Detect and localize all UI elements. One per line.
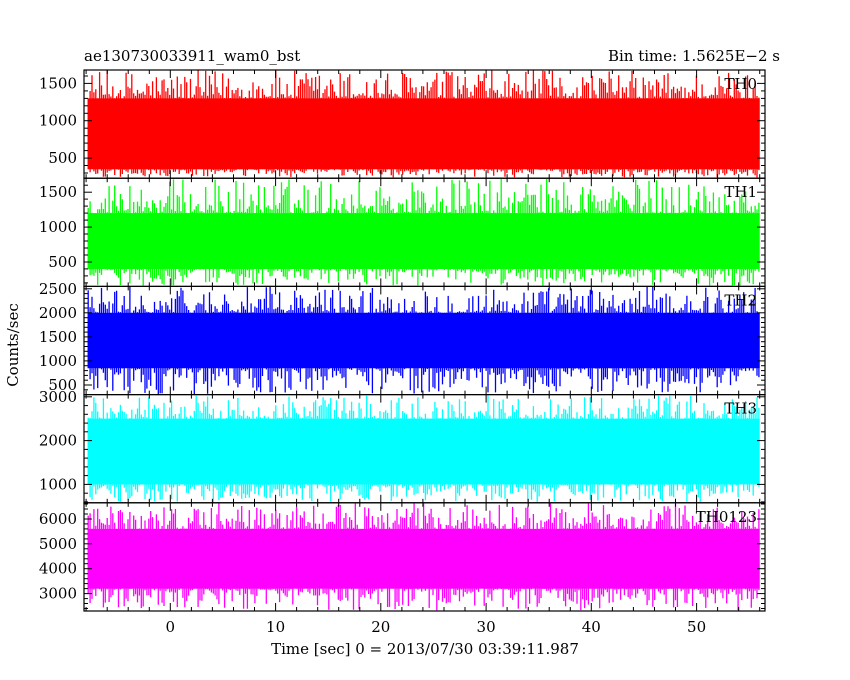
y-tick-label: 6000 (39, 510, 77, 528)
y-tick-label: 1000 (39, 352, 77, 370)
y-tick-label: 1500 (39, 328, 77, 346)
series-noise (87, 502, 760, 611)
y-tick-label: 1000 (39, 475, 77, 493)
panel-label: TH0 (724, 75, 757, 93)
y-tick-label: 1500 (39, 74, 77, 92)
series-th2 (87, 286, 760, 394)
series-noise (87, 286, 760, 394)
panel-label: TH2 (724, 291, 757, 309)
x-tick-label: 50 (687, 618, 706, 636)
y-tick-label: 2000 (39, 432, 77, 450)
x-tick-label: 30 (477, 618, 496, 636)
x-tick-label: 40 (582, 618, 601, 636)
panel-th3: 1000 2000 3000 TH3 (39, 388, 766, 504)
panel-th2: 500 1000 1500 2000 2500 TH2 (39, 280, 766, 396)
y-tick-label: 500 (48, 253, 77, 271)
x-axis-label: Time [sec] 0 = 2013/07/30 03:39:11.987 (271, 640, 579, 658)
y-tick-label: 500 (48, 149, 77, 167)
series-th0123 (87, 502, 760, 611)
plot-title: ae130730033911_wam0_bst (84, 47, 300, 65)
y-tick-label: 5000 (39, 535, 77, 553)
y-tick-label: 4000 (39, 560, 77, 578)
panel-frame (83, 502, 766, 612)
x-tick-label: 10 (266, 618, 285, 636)
series-noise (87, 178, 760, 286)
panel-th0: 500 1000 1500 TH0 (39, 69, 766, 179)
y-tick-label: 1500 (39, 183, 77, 201)
y-tick-label: 1000 (39, 112, 77, 130)
panel-label: TH0123 (696, 508, 757, 526)
y-tick-label: 2000 (39, 304, 77, 322)
y-axis-label: Counts/sec (4, 303, 22, 387)
panel-label: TH3 (724, 400, 757, 418)
x-tick-label: 0 (166, 618, 176, 636)
series-th1 (87, 178, 760, 286)
y-tick-label: 1000 (39, 218, 77, 236)
panel-label: TH1 (724, 183, 757, 201)
series-th3 (87, 394, 760, 503)
y-tick-label: 2500 (39, 280, 77, 298)
y-tick-label: 3000 (39, 388, 77, 406)
panel-th0123: 3000 4000 5000 6000 TH0123 (39, 502, 766, 612)
series-noise (87, 70, 760, 178)
y-tick-label: 3000 (39, 585, 77, 603)
bin-time-label: Bin time: 1.5625E−2 s (608, 47, 780, 65)
series-th0 (87, 70, 760, 178)
series-noise (87, 394, 760, 503)
y-tick-label: 500 (48, 376, 77, 394)
x-tick-label: 20 (371, 618, 390, 636)
panel-th1: 500 1000 1500 TH1 (39, 177, 766, 287)
